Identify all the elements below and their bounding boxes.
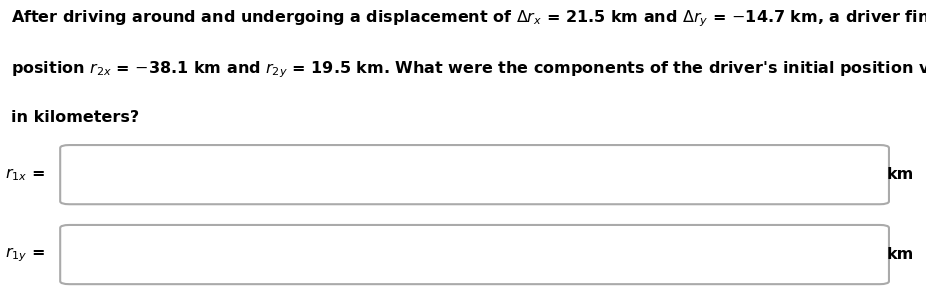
FancyBboxPatch shape [60, 225, 889, 284]
Text: After driving around and undergoing a displacement of $\Delta r_x$ = 21.5 km and: After driving around and undergoing a di… [11, 9, 926, 30]
Text: $r_{1x}$ =: $r_{1x}$ = [5, 166, 44, 183]
Text: km: km [887, 167, 914, 182]
Text: in kilometers?: in kilometers? [11, 110, 139, 125]
FancyBboxPatch shape [60, 145, 889, 204]
Text: km: km [887, 247, 914, 262]
Text: position $r_{2x}$ = $-$38.1 km and $r_{2y}$ = 19.5 km. What were the components : position $r_{2x}$ = $-$38.1 km and $r_{2… [11, 59, 926, 80]
Text: $r_{1y}$ =: $r_{1y}$ = [5, 245, 44, 264]
